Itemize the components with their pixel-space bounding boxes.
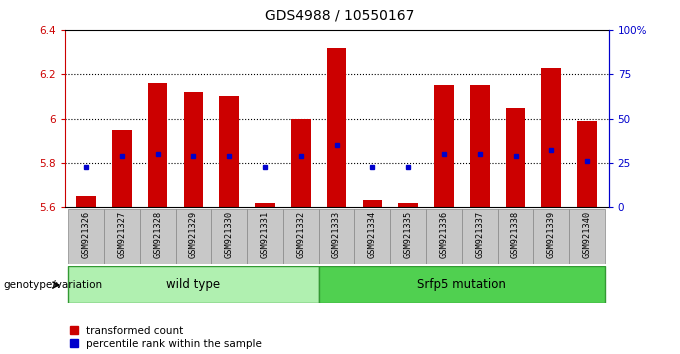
Bar [434, 85, 454, 207]
Text: GSM921339: GSM921339 [547, 211, 556, 258]
Text: GSM921340: GSM921340 [583, 211, 592, 258]
Bar [76, 196, 96, 207]
Bar [541, 68, 561, 207]
Legend: transformed count, percentile rank within the sample: transformed count, percentile rank withi… [70, 326, 262, 349]
Bar [68, 266, 319, 303]
Text: wild type: wild type [167, 278, 220, 291]
Bar [506, 108, 526, 207]
Bar [175, 209, 211, 264]
Bar [319, 266, 605, 303]
Text: GSM921338: GSM921338 [511, 211, 520, 258]
Text: GSM921335: GSM921335 [404, 211, 413, 258]
Bar [291, 119, 311, 207]
Bar [462, 209, 498, 264]
Text: GSM921332: GSM921332 [296, 211, 305, 258]
Bar [470, 85, 490, 207]
Bar [68, 209, 104, 264]
Text: GDS4988 / 10550167: GDS4988 / 10550167 [265, 9, 415, 23]
Bar [319, 209, 354, 264]
Bar [148, 83, 167, 207]
Bar [140, 209, 175, 264]
Text: genotype/variation: genotype/variation [3, 280, 103, 290]
Text: GSM921331: GSM921331 [260, 211, 269, 258]
Text: GSM921334: GSM921334 [368, 211, 377, 258]
Bar [533, 209, 569, 264]
Bar [104, 209, 140, 264]
Bar [327, 48, 346, 207]
Bar [112, 130, 132, 207]
Bar [247, 209, 283, 264]
Bar [398, 203, 418, 207]
Bar [426, 209, 462, 264]
Bar [283, 209, 319, 264]
Bar [220, 97, 239, 207]
Text: Srfp5 mutation: Srfp5 mutation [418, 278, 507, 291]
Bar [184, 92, 203, 207]
Text: GSM921326: GSM921326 [82, 211, 90, 258]
Text: GSM921337: GSM921337 [475, 211, 484, 258]
Text: GSM921333: GSM921333 [332, 211, 341, 258]
Bar [211, 209, 247, 264]
Bar [354, 209, 390, 264]
Bar [362, 200, 382, 207]
Text: GSM921330: GSM921330 [224, 211, 234, 258]
Bar [577, 121, 597, 207]
Text: GSM921329: GSM921329 [189, 211, 198, 258]
Bar [498, 209, 533, 264]
Bar [255, 203, 275, 207]
Bar [390, 209, 426, 264]
Text: GSM921328: GSM921328 [153, 211, 162, 258]
Text: GSM921336: GSM921336 [439, 211, 449, 258]
Text: GSM921327: GSM921327 [118, 211, 126, 258]
Bar [569, 209, 605, 264]
